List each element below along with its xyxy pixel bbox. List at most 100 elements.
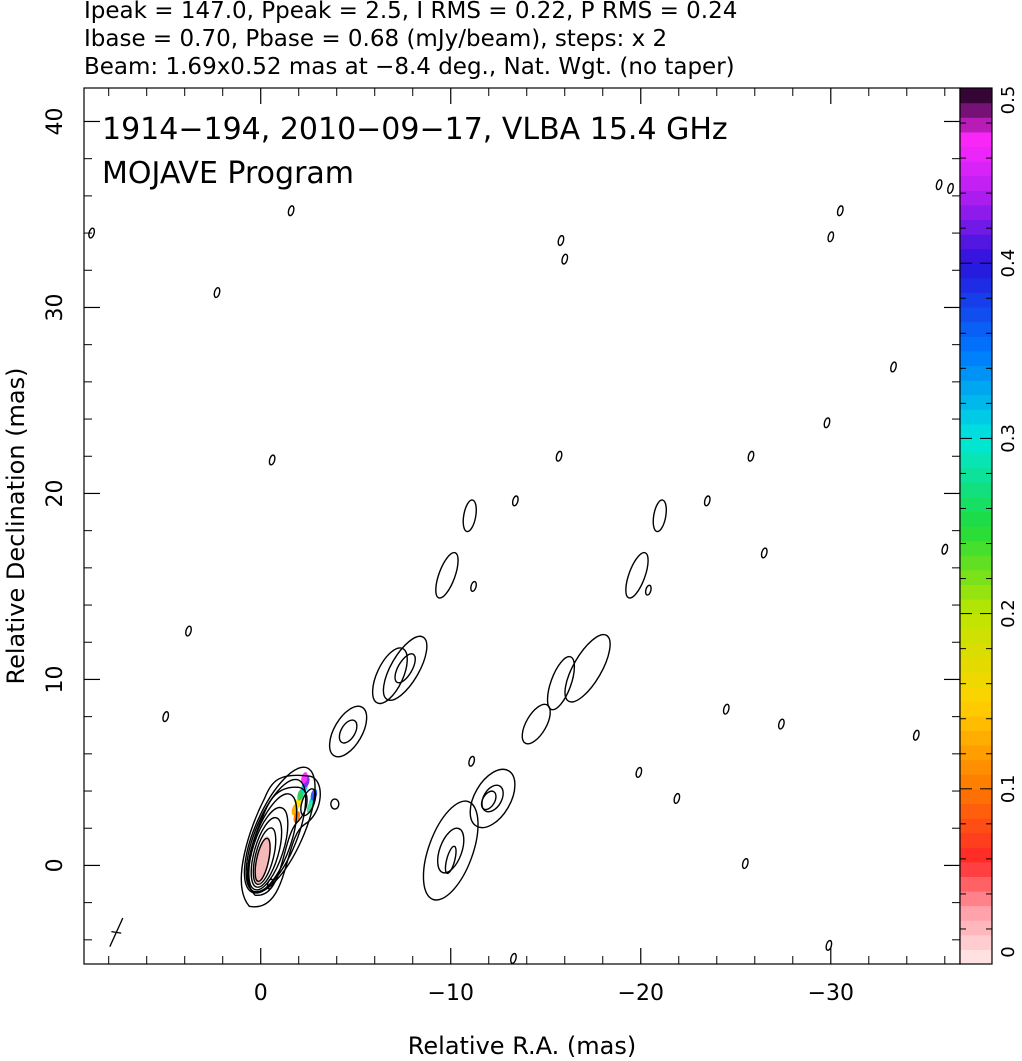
colorbar-band [960,292,992,308]
x-tick-label: −30 [808,981,854,1006]
colorbar-band [960,423,992,439]
jet-envelope-contour-inner [247,786,308,896]
source-label: 1914−194, 2010−09−17, VLBA 15.4 GHz [102,112,728,147]
x-axis-label: Relative R.A. (mas) [408,1032,636,1060]
knot-contour-inner [338,719,358,744]
colorbar-band [960,759,992,775]
colorbar-band [960,861,992,877]
colorbar-frame [959,87,993,965]
noise-contour [561,253,569,265]
jet-envelope-contour [240,774,321,908]
colorbar-band [960,701,992,717]
colorbar-band [960,146,992,162]
noise-contour [635,766,643,779]
colorbar-band [960,905,992,921]
colorbar-band [960,934,992,950]
colorbar-band [960,88,992,104]
colorbar-band [960,277,992,293]
plot-frame [83,87,961,965]
colorbar-band [960,613,992,629]
colorbar-band [960,920,992,936]
core-contour [250,816,283,888]
knot-c-inner-contour [444,845,457,875]
noise-contour [703,495,711,507]
noise-contour [266,878,274,890]
noise-contour [555,450,563,462]
x-tick-label: −20 [618,981,664,1006]
knot-contour [435,551,459,599]
noise-contour [747,450,755,462]
knot-contour [625,551,649,599]
colorbar-band [960,891,992,907]
colorbar: 0 0.1 0.2 0.3 0.4 0.5 [960,86,1019,965]
x-tick-label: 0 [254,981,268,1006]
colorbar-tick-label: 0.2 [998,599,1019,628]
small-blob-contour [330,798,340,810]
colorbar-band [960,365,992,381]
colorbar-band [960,234,992,250]
colorbar-band [960,117,992,133]
knot-contour [328,705,368,758]
axis-ticks: 0 −10 −20 −30 0 10 20 30 40 [43,88,960,1006]
knot-contour-inner [394,653,416,684]
y-tick-label: 30 [43,293,68,321]
noise-contour [935,179,943,191]
y-tick-label: 0 [43,858,68,872]
noise-contour [890,361,897,373]
knot-contour [462,499,477,533]
x-tick-label: −10 [428,981,474,1006]
noise-contour [827,231,835,243]
colorbar-band [960,599,992,615]
noise-contour [947,182,954,195]
noise-contour [673,792,681,805]
core-intensity-fill [254,836,272,884]
colorbar-band [960,832,992,848]
colorbar-band [960,584,992,600]
knot-contour [564,633,611,703]
noise-contour [741,857,749,870]
noise-contour [213,287,221,299]
noise-contour [287,205,295,217]
colorbar-band [960,511,992,527]
noise-contour [722,703,730,715]
colorbar-band [960,628,992,644]
knot-contour [521,703,551,745]
beam-minor-axis [111,931,122,934]
knot-contour [422,800,479,901]
colorbar-band [960,555,992,571]
noise-contour [468,755,476,767]
colorbar-band [960,526,992,542]
knot-contour [382,635,428,701]
header-line-1: Ipeak = 147.0, Ppeak = 2.5, I RMS = 0.22… [84,0,737,24]
noise-contour [557,234,565,247]
colorbar-band [960,307,992,323]
knot-contour-inner [436,827,465,874]
header-line-2: Ibase = 0.70, Pbase = 0.68 (mJy/beam), s… [84,26,667,52]
y-tick-label: 20 [43,479,68,507]
colorbar-band [960,263,992,279]
colorbar-band [960,540,992,556]
colorbar-band [960,248,992,264]
colorbar-band [960,321,992,337]
colorbar-band [960,131,992,147]
colorbar-band [960,380,992,396]
y-tick-label: 40 [43,107,68,135]
colorbar-band [960,686,992,702]
colorbar-band [960,394,992,410]
colorbar-band [960,175,992,191]
noise-contour [825,939,833,951]
knot-contour [469,768,516,829]
noise-contour [88,227,96,239]
colorbar-band [960,438,992,454]
colorbar-band [960,715,992,731]
colorbar-band [960,453,992,469]
colorbar-band [960,876,992,892]
colorbar-band [960,847,992,863]
knot-d-inner-contour [480,790,497,811]
colorbar-band [960,569,992,585]
noise-contour [760,547,768,559]
colorbar-tick-label: 0.1 [998,774,1019,803]
noise-contour [644,584,652,596]
noise-contour [162,711,170,723]
